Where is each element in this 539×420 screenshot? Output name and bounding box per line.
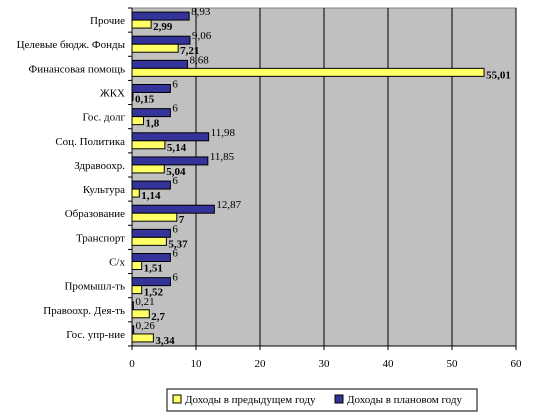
data-label-prev: 5,04 <box>166 166 186 178</box>
x-tick-label: 60 <box>511 358 523 370</box>
bar-prev <box>131 164 165 174</box>
bar-prev <box>131 140 166 150</box>
data-label-prev: 0,15 <box>135 94 155 106</box>
legend-swatch-plan <box>334 394 344 404</box>
category-labels: Прочие Целевые бюдж. Фонды Финансовая помо… <box>17 7 132 347</box>
data-label-plan: 6 <box>172 103 178 115</box>
x-tick-label: 30 <box>319 358 331 370</box>
bar-plan <box>131 277 171 287</box>
data-label-prev: 1,14 <box>141 190 161 202</box>
x-axis-ticks: 0 10 20 30 40 50 60 <box>129 346 522 370</box>
bar-plan <box>131 11 190 21</box>
category-label: Здравоохр. <box>74 160 125 172</box>
data-label-plan: 0,26 <box>136 320 156 332</box>
bar-plan <box>131 253 171 262</box>
bar-plan <box>131 180 171 190</box>
x-tick-label: 10 <box>191 358 203 370</box>
category-label: Соц. Политика <box>55 136 125 148</box>
bar-prev <box>131 67 485 77</box>
category-label: Транспорт <box>76 232 125 244</box>
legend-swatch-prev <box>172 394 182 404</box>
data-label-plan: 6 <box>172 272 178 284</box>
data-label-plan: 8,68 <box>190 54 210 66</box>
bar-prev <box>131 43 179 53</box>
data-label-prev: 2,7 <box>151 311 165 323</box>
bar-prev <box>131 261 143 270</box>
x-tick-label: 20 <box>255 358 267 370</box>
data-label-plan: 6 <box>172 79 178 91</box>
bar-prev <box>131 19 152 29</box>
bar-prev <box>131 309 150 319</box>
category-label: Гос. долг <box>82 112 125 124</box>
x-tick-label: 40 <box>383 358 395 370</box>
category-label: Промышл-ть <box>64 281 125 293</box>
x-tick-label: 50 <box>447 358 459 370</box>
bar-plan <box>131 84 171 93</box>
legend: Доходы в предыдущем году Доходы в планов… <box>166 388 478 412</box>
bar-plan <box>131 228 171 238</box>
category-label: ЖКХ <box>100 88 125 100</box>
data-label-prev: 7,21 <box>180 45 199 57</box>
data-label-prev: 3,34 <box>155 335 175 347</box>
category-label: Образование <box>65 208 125 220</box>
category-label: Целевые бюдж. Фонды <box>17 39 126 51</box>
data-label-prev: 2,99 <box>153 21 173 33</box>
category-label: Гос. упр-ние <box>66 329 125 341</box>
bar-prev <box>131 188 140 198</box>
bar-plan <box>131 132 210 142</box>
data-label-plan: 6 <box>172 223 178 235</box>
legend-label-plan: Доходы в плановом году <box>347 394 462 406</box>
data-label-plan: 12,87 <box>216 199 241 211</box>
bar-prev <box>131 212 178 222</box>
bar-plan <box>131 156 209 166</box>
category-label: Финансовая помощь <box>29 63 125 75</box>
bar-prev <box>131 285 143 295</box>
data-label-plan: 11,98 <box>211 127 236 139</box>
data-label-plan: 6 <box>172 248 178 260</box>
data-label-prev: 55,01 <box>486 69 511 81</box>
bar-plan <box>131 35 191 45</box>
category-label: Правоохр. Дея-ть <box>43 305 125 317</box>
data-label-plan: 8,93 <box>191 6 211 18</box>
category-label: Культура <box>83 184 125 196</box>
bar-plan <box>131 108 171 118</box>
bar-plan <box>131 204 215 214</box>
bar-prev <box>131 116 145 126</box>
data-label-plan: 9,06 <box>192 30 212 42</box>
data-label-prev: 1,51 <box>144 263 163 275</box>
data-label-prev: 1,52 <box>144 287 164 299</box>
bar-plan <box>131 59 189 69</box>
data-label-prev: 5,14 <box>167 142 187 154</box>
category-label: Прочие <box>90 15 125 27</box>
data-label-plan: 6 <box>172 175 178 187</box>
x-tick-label: 0 <box>129 358 135 370</box>
bar-prev <box>131 236 167 246</box>
data-label-prev: 5,37 <box>168 238 188 250</box>
data-label-prev: 1,8 <box>146 118 160 130</box>
data-label-plan: 11,85 <box>210 151 235 163</box>
legend-label-prev: Доходы в предыдущем году <box>185 394 316 406</box>
data-label-prev: 7 <box>179 214 185 226</box>
legend-box <box>166 388 478 412</box>
category-label: С/х <box>109 257 125 269</box>
data-label-plan: 0,21 <box>135 296 154 308</box>
bar-prev <box>131 333 154 343</box>
gridlines <box>195 8 517 346</box>
